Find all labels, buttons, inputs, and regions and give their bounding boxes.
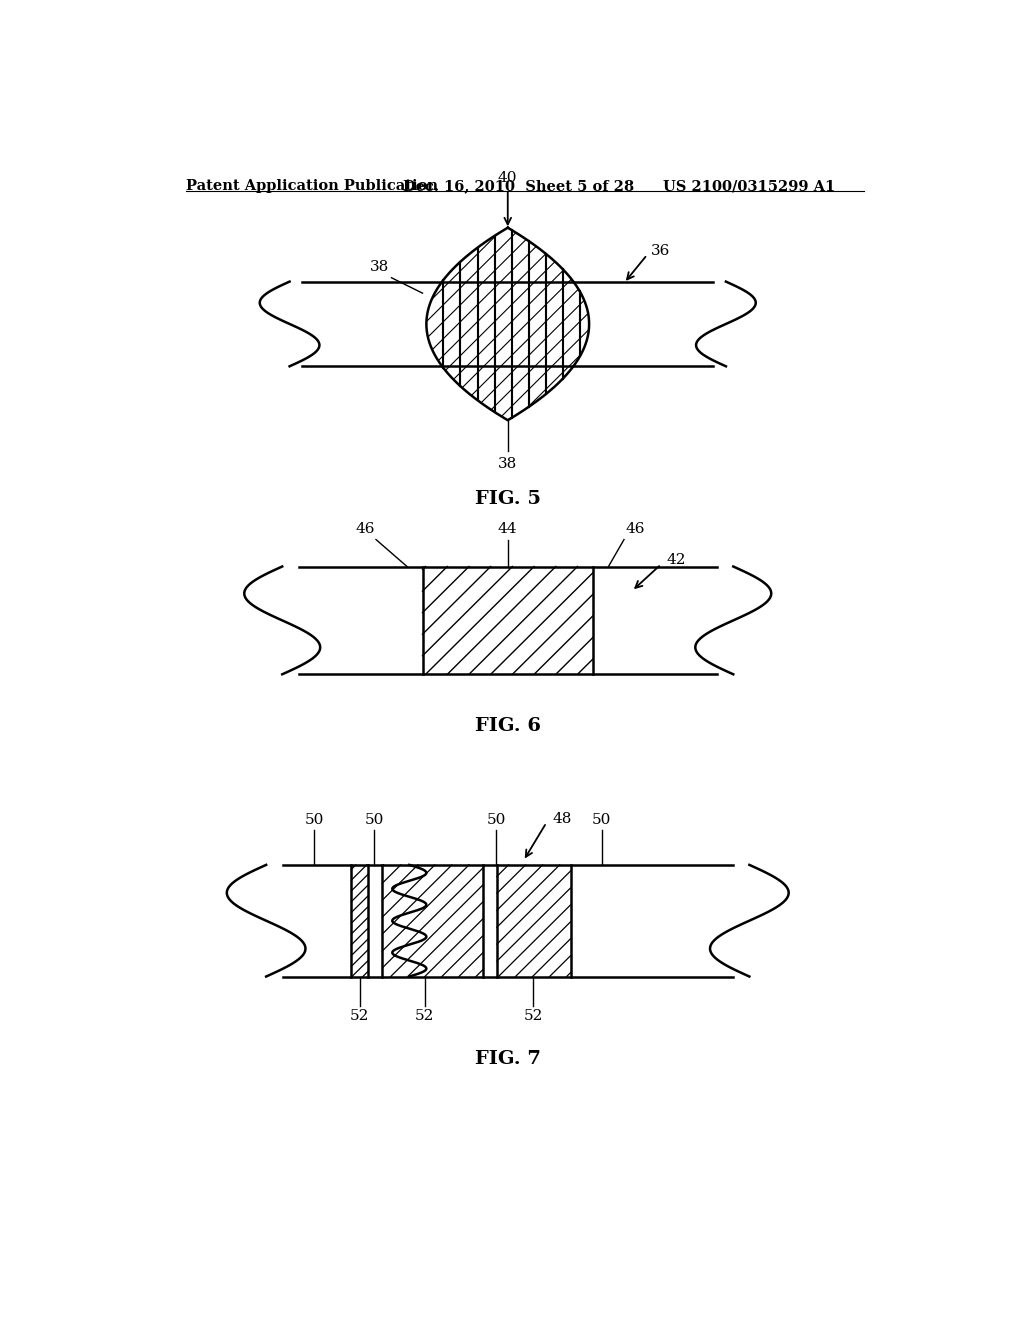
Text: Dec. 16, 2010  Sheet 5 of 28: Dec. 16, 2010 Sheet 5 of 28 [403,180,634,193]
Text: 38: 38 [498,457,517,471]
Text: Patent Application Publication: Patent Application Publication [186,180,438,193]
Text: 44: 44 [498,521,517,536]
Text: 38: 38 [371,260,389,275]
Text: FIG. 5: FIG. 5 [475,490,541,507]
Text: 36: 36 [651,244,671,257]
Text: 50: 50 [486,813,506,828]
Text: FIG. 7: FIG. 7 [475,1049,541,1068]
Text: FIG. 6: FIG. 6 [475,717,541,735]
Text: 48: 48 [553,812,572,826]
Text: 50: 50 [592,813,611,828]
Text: 50: 50 [304,813,324,828]
Text: 52: 52 [523,1008,543,1023]
Text: 52: 52 [350,1008,370,1023]
Text: 50: 50 [365,813,384,828]
Text: 46: 46 [355,521,375,536]
Text: 42: 42 [667,553,686,568]
Text: 52: 52 [415,1008,434,1023]
Text: 40: 40 [498,172,517,185]
Text: US 2100/0315299 A1: US 2100/0315299 A1 [663,180,835,193]
Text: 46: 46 [626,521,645,536]
